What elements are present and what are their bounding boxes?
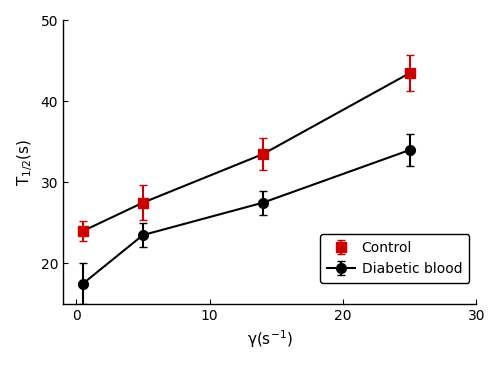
Y-axis label: T$_{1/2}$(s): T$_{1/2}$(s) bbox=[15, 139, 35, 186]
X-axis label: γ(s$^{-1}$): γ(s$^{-1}$) bbox=[246, 328, 292, 350]
Legend: Control, Diabetic blood: Control, Diabetic blood bbox=[320, 234, 470, 283]
